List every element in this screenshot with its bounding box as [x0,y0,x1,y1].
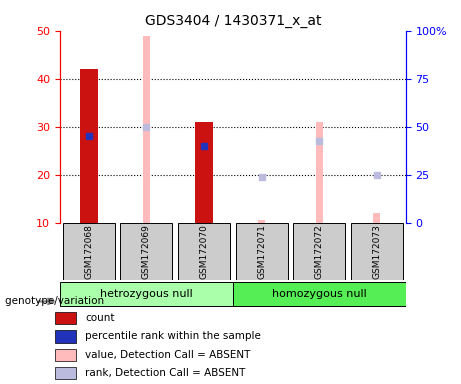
Text: genotype/variation: genotype/variation [5,296,107,306]
FancyBboxPatch shape [120,223,172,280]
FancyBboxPatch shape [178,223,230,280]
Text: GSM172070: GSM172070 [200,224,208,279]
FancyBboxPatch shape [351,223,403,280]
FancyBboxPatch shape [60,282,233,306]
Text: hetrozygous null: hetrozygous null [100,289,193,299]
Text: value, Detection Call = ABSENT: value, Detection Call = ABSENT [85,350,251,360]
Text: GSM172068: GSM172068 [84,224,93,279]
Bar [55,330,76,343]
Text: GSM172073: GSM172073 [372,224,381,279]
Text: homozygous null: homozygous null [272,289,366,299]
Bar [55,312,76,324]
Text: rank, Detection Call = ABSENT: rank, Detection Call = ABSENT [85,368,246,378]
FancyBboxPatch shape [236,223,288,280]
Bar [79,69,98,223]
Text: percentile rank within the sample: percentile rank within the sample [85,331,261,341]
Bar [316,122,323,223]
FancyBboxPatch shape [233,282,406,306]
Bar [143,36,150,223]
Title: GDS3404 / 1430371_x_at: GDS3404 / 1430371_x_at [145,14,321,28]
Text: GSM172069: GSM172069 [142,224,151,279]
Text: count: count [85,313,115,323]
Bar [55,367,76,379]
Bar [373,213,380,223]
Bar [55,349,76,361]
Bar [195,122,213,223]
Text: GSM172072: GSM172072 [315,224,324,279]
Text: GSM172071: GSM172071 [257,224,266,279]
FancyBboxPatch shape [63,223,115,280]
Bar [258,220,265,223]
FancyBboxPatch shape [293,223,345,280]
